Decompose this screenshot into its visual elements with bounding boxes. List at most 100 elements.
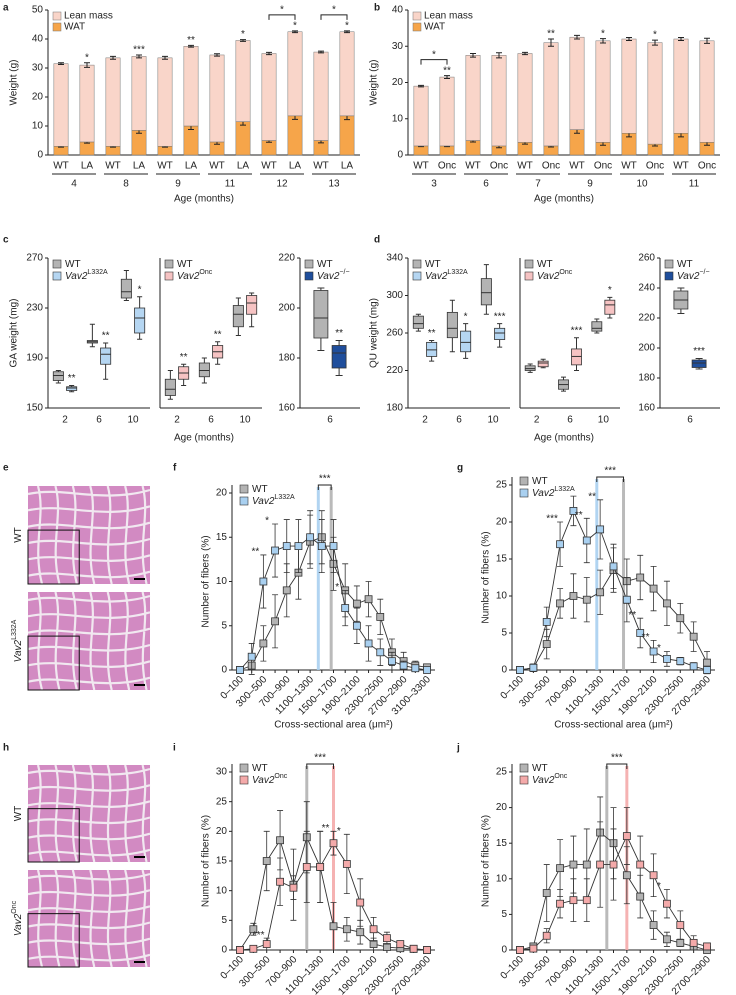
y-tick-label: 270 (26, 253, 43, 264)
error-bar (470, 53, 476, 58)
marker (342, 860, 351, 868)
marker (276, 877, 284, 886)
group-label: 2 (174, 415, 180, 426)
legend-swatch (412, 22, 422, 32)
legend-label: Vav2Onc (177, 269, 213, 282)
bar-segment (621, 38, 637, 134)
group-label: 6 (456, 415, 462, 426)
marker (609, 562, 618, 571)
marker (259, 639, 268, 648)
x-tick-label: LA (289, 161, 302, 172)
marker (364, 595, 373, 604)
marker (689, 662, 698, 671)
group-label: 13 (328, 179, 340, 190)
x-tick-label: Onc (438, 161, 456, 172)
legend-label-sup: L332A (554, 486, 575, 493)
marker (516, 666, 524, 674)
box (494, 327, 506, 340)
legend-swatch (412, 259, 422, 269)
marker (663, 899, 671, 908)
group-label: 12 (276, 179, 288, 190)
y-axis-label: Weight (g) (9, 60, 20, 106)
significance: * (293, 21, 297, 32)
bracket (320, 14, 348, 20)
bar-segment (439, 145, 455, 156)
significance: *** (546, 514, 558, 525)
fiber-borders (27, 869, 151, 968)
bar-segment (183, 125, 199, 156)
marker (356, 898, 365, 907)
y-tick-label: 10 (496, 873, 508, 884)
marker (247, 652, 256, 661)
y-tick-label: 30 (392, 41, 404, 52)
significance: ** (642, 632, 650, 643)
x-tick-label: LA (341, 161, 354, 172)
significance: * (241, 29, 245, 40)
group-label: 2 (62, 415, 68, 426)
error-bar (548, 38, 554, 47)
legend-label: WT (65, 259, 81, 270)
marker (282, 586, 291, 595)
marker (289, 883, 298, 892)
marker (236, 946, 244, 954)
marker (596, 588, 605, 597)
y-tick-label: 30 (216, 767, 228, 778)
bar-segment (439, 76, 455, 147)
image-label-sup: Onc (11, 900, 18, 913)
marker (622, 871, 631, 880)
marker (596, 860, 605, 869)
y-tick-label: 20 (216, 488, 228, 499)
bar-segment (491, 55, 507, 147)
marker (369, 925, 378, 934)
error-bar (84, 62, 90, 68)
marker (582, 536, 591, 545)
significance: ** (575, 510, 583, 521)
marker (356, 928, 365, 937)
legend-label-name: WT (532, 476, 548, 487)
y-tick-label: 15 (496, 838, 508, 849)
significance: * (657, 643, 661, 654)
x-tick-label: WT (517, 161, 533, 172)
marker (569, 506, 578, 515)
legend-swatch (412, 271, 422, 281)
legend-label-sup: −/− (339, 269, 349, 276)
marker (569, 896, 578, 905)
y-tick-label: 30 (32, 63, 44, 74)
marker (542, 618, 551, 626)
legend-swatch (52, 259, 62, 269)
panel-letter: d (374, 235, 380, 246)
legend-label: Vav2Onc (252, 773, 288, 786)
inset (27, 913, 80, 968)
bar-segment (183, 46, 199, 127)
box (198, 362, 210, 378)
y-axis-label: Number of fibers (%) (201, 815, 212, 907)
error-bar (318, 50, 324, 54)
bar-segment (413, 145, 429, 156)
box (100, 347, 112, 365)
error-bar (704, 37, 710, 44)
legend-swatch (52, 11, 62, 21)
box (412, 315, 424, 329)
y-tick-label: 40 (392, 5, 404, 16)
marker (271, 546, 279, 555)
significance: ** (68, 373, 76, 384)
x-tick-label: WT (413, 161, 429, 172)
box (313, 290, 329, 339)
legend-label-sup: Onc (274, 773, 287, 780)
marker (689, 938, 698, 947)
image-label: WT (13, 527, 24, 543)
legend-label-name: WT (252, 484, 268, 495)
legend-label: WT (317, 259, 333, 270)
y-tick-label: 0 (397, 150, 403, 161)
image-label: Vav2Onc (11, 900, 24, 936)
x-tick-label: WT (105, 161, 121, 172)
significance: ** (322, 823, 330, 834)
legend-label-name: Vav2 (252, 775, 275, 786)
error-bar (496, 52, 502, 59)
legend-label-name: Vav2 (252, 496, 275, 507)
legend-label: WT (252, 763, 268, 774)
x-tick-label: Onc (542, 161, 560, 172)
y-tick-label: 10 (32, 121, 44, 132)
box (164, 378, 176, 396)
